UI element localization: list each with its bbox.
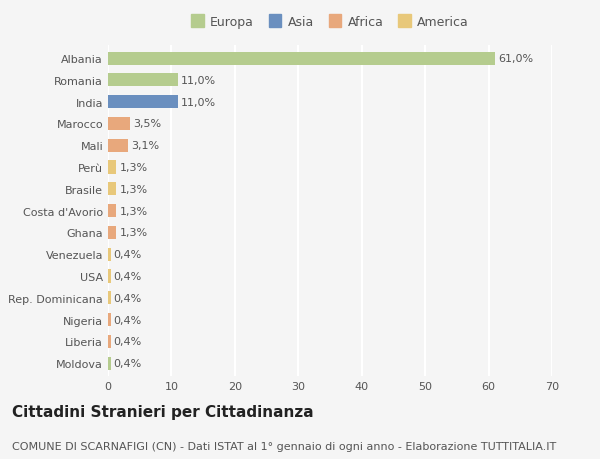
Text: 0,4%: 0,4% — [114, 336, 142, 347]
Bar — [108, 205, 116, 218]
Bar — [108, 335, 110, 348]
Text: 0,4%: 0,4% — [114, 358, 142, 368]
Text: 11,0%: 11,0% — [181, 97, 216, 107]
Bar — [108, 118, 130, 131]
Text: 61,0%: 61,0% — [498, 54, 533, 64]
Bar — [108, 183, 116, 196]
Bar — [108, 313, 110, 326]
Bar — [108, 270, 110, 283]
Text: Cittadini Stranieri per Cittadinanza: Cittadini Stranieri per Cittadinanza — [12, 404, 314, 419]
Text: COMUNE DI SCARNAFIGI (CN) - Dati ISTAT al 1° gennaio di ogni anno - Elaborazione: COMUNE DI SCARNAFIGI (CN) - Dati ISTAT a… — [12, 441, 556, 451]
Text: 1,3%: 1,3% — [119, 162, 148, 173]
Bar — [108, 248, 110, 261]
Bar — [108, 52, 495, 66]
Text: 3,5%: 3,5% — [133, 119, 161, 129]
Text: 0,4%: 0,4% — [114, 315, 142, 325]
Text: 0,4%: 0,4% — [114, 293, 142, 303]
Bar — [108, 357, 110, 370]
Text: 1,3%: 1,3% — [119, 185, 148, 195]
Text: 1,3%: 1,3% — [119, 206, 148, 216]
Bar — [108, 226, 116, 240]
Bar — [108, 161, 116, 174]
Bar — [108, 140, 128, 152]
Text: 11,0%: 11,0% — [181, 76, 216, 86]
Bar — [108, 96, 178, 109]
Text: 3,1%: 3,1% — [131, 141, 159, 151]
Bar — [108, 291, 110, 305]
Text: 0,4%: 0,4% — [114, 271, 142, 281]
Text: 0,4%: 0,4% — [114, 250, 142, 260]
Bar — [108, 74, 178, 87]
Text: 1,3%: 1,3% — [119, 228, 148, 238]
Legend: Europa, Asia, Africa, America: Europa, Asia, Africa, America — [187, 12, 473, 33]
